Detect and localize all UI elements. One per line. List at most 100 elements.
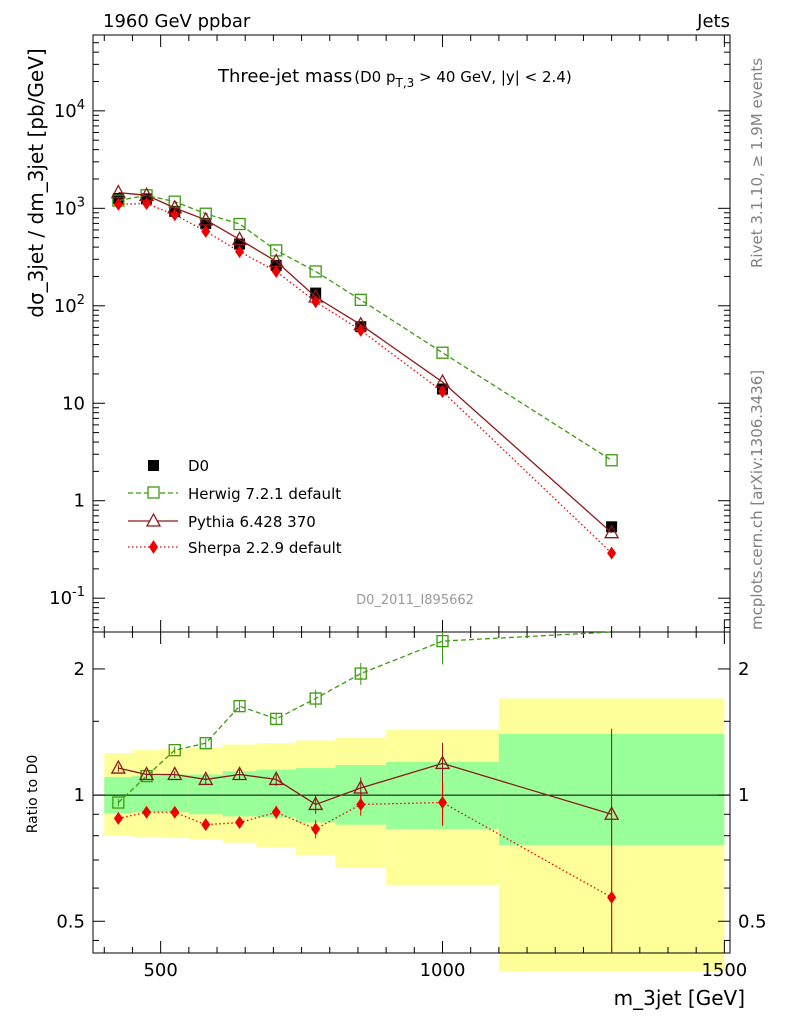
data-point-herwig [112, 796, 125, 809]
collider-label: 1960 GeV ppbar [103, 11, 251, 32]
data-point-sherpa [113, 197, 123, 211]
data-point-herwig [436, 634, 449, 648]
upper-axis-ticks: 10-1 1 10 102 103 104 [49, 34, 730, 632]
data-point-pythia [308, 796, 324, 811]
data-point-herwig [233, 700, 246, 713]
legend-marker-sherpa [149, 540, 158, 554]
series-line-herwig [117, 631, 612, 804]
series-d0 [112, 193, 618, 533]
data-point-sherpa [311, 295, 321, 309]
legend-label-pythia: Pythia 6.428 370 [188, 513, 316, 531]
upper-y-tick-label: 10-1 [49, 585, 85, 609]
legend: D0 Herwig 7.2.1 default Pythia 6.428 370… [128, 457, 342, 557]
lower-y-tick-label-left: 2 [74, 659, 85, 680]
data-point-sherpa [271, 805, 281, 819]
data-point-pythia [138, 766, 155, 781]
x-tick-label: 1500 [701, 960, 747, 981]
plot-title: Three-jet mass (D0 pT,3 > 40 GeV, |y| < 2… [217, 66, 572, 90]
data-point-herwig [140, 769, 153, 783]
upper-y-tick-label: 103 [54, 195, 85, 219]
legend-entry-sherpa: Sherpa 2.2.9 default [128, 539, 342, 557]
data-point-herwig [354, 667, 367, 680]
upper-series-layer [110, 184, 620, 560]
data-point-herwig [270, 244, 283, 257]
lower-frame [92, 631, 731, 954]
data-point-pythia [231, 231, 248, 246]
data-point-sherpa [170, 208, 180, 222]
upper-y-axis-label: dσ_3jet / dm_3jet [pb/GeV] [24, 48, 48, 317]
data-point-sherpa [235, 816, 245, 830]
legend-label-d0: D0 [188, 457, 209, 475]
series-sherpa [113, 796, 617, 904]
legend-label-sherpa: Sherpa 2.2.9 default [188, 539, 342, 557]
x-tick-label: 500 [143, 960, 177, 981]
data-point-pythia [198, 771, 214, 786]
data-point-sherpa [271, 264, 281, 278]
lower-y-tick-label-right: 2 [738, 659, 749, 680]
legend-marker-pythia [145, 512, 162, 527]
series-herwig [112, 631, 612, 809]
upper-y-tick-label: 104 [54, 98, 85, 122]
data-point-herwig [168, 744, 181, 757]
lower-y-axis-label: Ratio to D0 [25, 755, 41, 834]
data-point-herwig [436, 346, 449, 359]
data-point-herwig [199, 207, 212, 220]
series-line-pythia [118, 762, 612, 815]
uncertainty-bands [93, 698, 730, 972]
data-point-sherpa [607, 890, 617, 904]
legend-entry-pythia: Pythia 6.428 370 [128, 512, 316, 531]
mcplots-label: mcplots.cern.ch [arXiv:1306.3436] [748, 370, 766, 630]
lower-y-tick-label-right: 1 [738, 785, 749, 806]
upper-y-tick-label: 102 [54, 293, 85, 317]
legend-marker-d0 [148, 460, 159, 471]
data-point-sherpa [201, 224, 211, 238]
upper-y-tick-label: 1 [74, 491, 85, 512]
data-point-pythia [231, 766, 248, 781]
data-point-sherpa [438, 796, 448, 810]
lower-series-layer [110, 631, 620, 953]
lower-axis-ticks: 0.5 0.5 1 1 2 2 500 1000 1500 [56, 632, 767, 981]
data-point-herwig [309, 265, 322, 278]
rivet-version-label: Rivet 3.1.10, ≥ 1.9M events [748, 58, 766, 268]
data-point-herwig [199, 737, 212, 750]
analysis-id-label: D0_2011_I895662 [356, 593, 474, 608]
lower-y-tick-label-left: 1 [74, 785, 85, 806]
data-point-herwig [309, 692, 322, 705]
series-pythia [110, 184, 620, 539]
data-point-herwig [270, 712, 283, 726]
data-point-sherpa [311, 822, 321, 836]
data-point-herwig [354, 293, 367, 307]
legend-entry-d0: D0 [148, 457, 209, 475]
data-point-pythia [268, 771, 284, 786]
upper-y-tick-label: 10 [62, 393, 85, 414]
data-point-herwig [605, 454, 618, 467]
series-line-pythia [118, 191, 613, 534]
data-point-pythia [167, 766, 183, 781]
data-point-herwig [233, 217, 246, 231]
data-point-sherpa [201, 818, 211, 832]
x-tick-label: 1000 [420, 960, 466, 981]
data-point-sherpa [356, 323, 366, 337]
data-point-d0 [200, 217, 212, 229]
data-point-sherpa [142, 805, 152, 819]
data-point-sherpa [607, 546, 617, 560]
data-point-sherpa [170, 805, 180, 819]
legend-marker-herwig [147, 486, 160, 499]
data-point-herwig [168, 195, 181, 208]
data-point-sherpa [235, 245, 245, 259]
data-point-sherpa [113, 811, 123, 825]
series-sherpa [113, 197, 617, 560]
legend-entry-herwig: Herwig 7.2.1 default [128, 485, 341, 503]
legend-label-herwig: Herwig 7.2.1 default [188, 485, 341, 503]
series-pythia [110, 755, 620, 820]
data-point-pythia [604, 805, 620, 820]
lower-y-tick-label-right: 0.5 [738, 911, 767, 932]
series-line-sherpa [118, 801, 612, 898]
data-point-sherpa [438, 385, 448, 399]
lower-panel: 0.5 0.5 1 1 2 2 500 1000 1500 [56, 631, 767, 981]
data-point-d0 [310, 287, 322, 299]
data-point-pythia [110, 759, 126, 774]
data-point-pythia [110, 184, 126, 199]
x-axis-label: m_3jet [GeV] [614, 986, 745, 1010]
